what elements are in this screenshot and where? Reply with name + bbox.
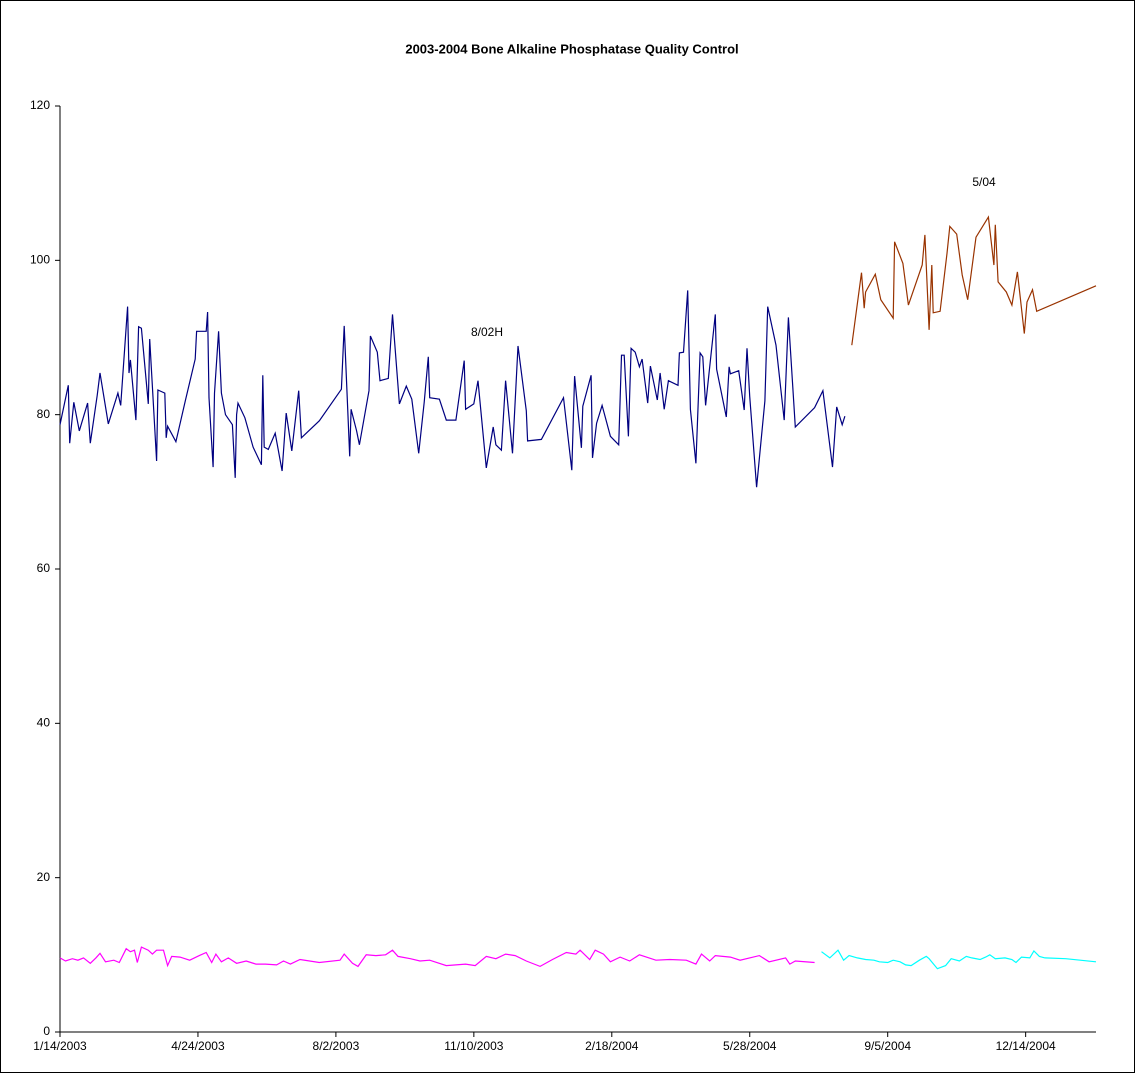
y-tick-label: 40 — [37, 716, 51, 730]
annotation: 5/04 — [972, 175, 996, 189]
y-tick-label: 120 — [30, 98, 50, 112]
x-tick-label: 2/18/2004 — [585, 1039, 639, 1053]
series-line — [59, 946, 815, 968]
series-line — [821, 949, 1097, 970]
annotation: 8/02H — [471, 325, 503, 339]
x-tick-label: 11/10/2003 — [444, 1039, 503, 1053]
x-tick-label: 4/24/2003 — [171, 1039, 225, 1053]
x-tick-label: 12/14/2004 — [996, 1039, 1056, 1053]
series-line — [59, 290, 846, 488]
x-tick-label: 5/28/2004 — [723, 1039, 777, 1053]
chart-title: 2003-2004 Bone Alkaline Phosphatase Qual… — [405, 41, 738, 56]
y-tick-label: 0 — [43, 1024, 50, 1038]
x-tick-label: 9/5/2004 — [864, 1039, 911, 1053]
x-tick-label: 8/2/2003 — [313, 1039, 360, 1053]
y-tick-label: 20 — [37, 870, 51, 884]
series-line — [851, 215, 1097, 346]
y-tick-label: 100 — [30, 253, 50, 267]
y-tick-label: 80 — [37, 407, 51, 421]
x-tick-label: 1/14/2003 — [33, 1039, 87, 1053]
y-tick-label: 60 — [37, 561, 51, 575]
